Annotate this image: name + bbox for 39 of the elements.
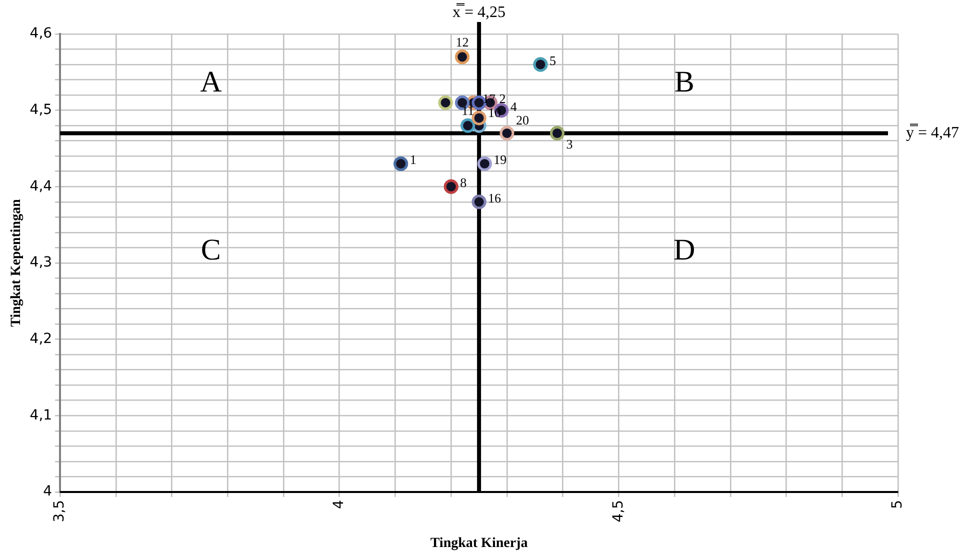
annotation: A	[200, 65, 222, 98]
ref-line-label: x̿ = 4,25	[452, 3, 506, 22]
annotation: 8	[460, 175, 467, 190]
annotation: 3	[566, 136, 573, 152]
annotation: 12	[456, 34, 469, 50]
point	[460, 118, 476, 133]
annotation: 16	[488, 190, 502, 206]
point	[500, 126, 514, 140]
y-tick-label: 4,3	[30, 254, 52, 271]
x-tick-label: 4,5	[610, 500, 626, 522]
annotation: 4	[510, 98, 518, 114]
y-tick-label: 4,2	[30, 330, 52, 347]
point	[444, 179, 458, 194]
x-tick-label: 3,5	[52, 500, 68, 522]
point	[438, 95, 453, 110]
annotation: 19	[494, 152, 507, 168]
x-tick-label: 4	[331, 500, 348, 509]
point	[550, 126, 564, 140]
ref-line-label: y̿ = 4,47	[906, 123, 960, 142]
point	[533, 57, 548, 72]
annotation: 20	[516, 112, 529, 128]
y-tick-label: 4,6	[30, 26, 52, 42]
point	[472, 110, 486, 126]
point	[477, 156, 492, 172]
annotation: B	[674, 65, 694, 98]
annotation: 1	[410, 152, 416, 168]
annotation: 2	[499, 91, 506, 106]
annotation: D	[673, 234, 696, 266]
y-axis-title: Tingkat Kepentingan	[9, 198, 24, 327]
y-tick-label: 4,4	[30, 178, 52, 194]
point	[472, 194, 486, 210]
x-tick-label: 5	[890, 500, 906, 509]
x-axis-title: Tingkat Kinerja	[430, 536, 528, 552]
point	[394, 156, 408, 172]
y-tick-label: 4,1	[30, 407, 52, 424]
annotation: C	[200, 234, 221, 266]
annotation: 5	[549, 52, 556, 68]
point	[455, 50, 470, 64]
y-tick-label: 4,5	[30, 102, 52, 118]
